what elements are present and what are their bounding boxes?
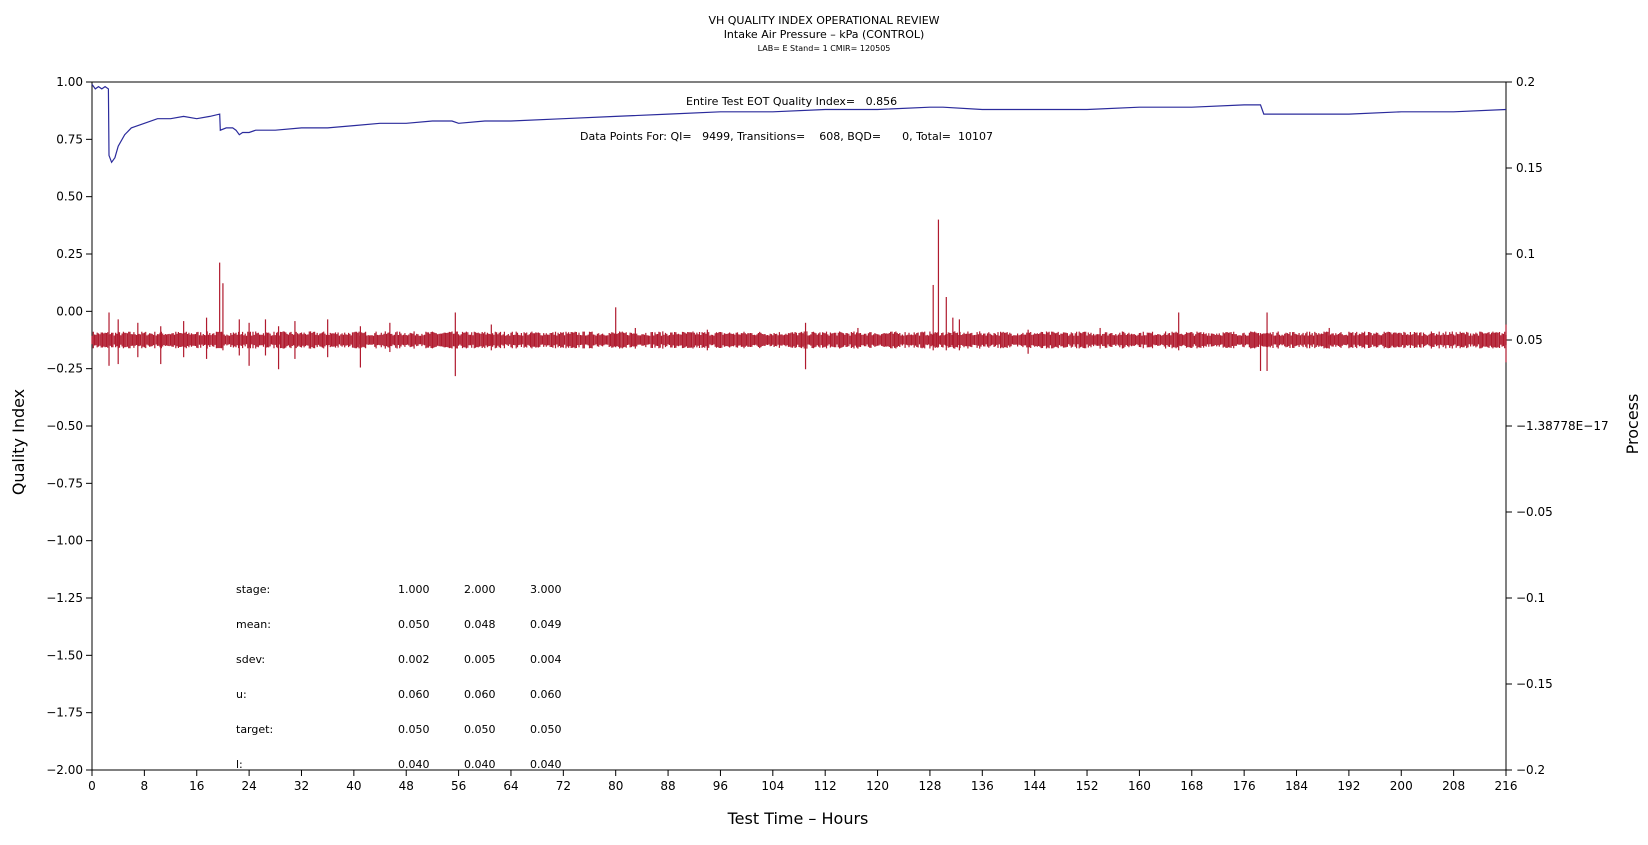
stats-value: 0.060	[464, 688, 496, 701]
x-tick-label: 80	[608, 779, 623, 793]
x-tick-label: 16	[189, 779, 204, 793]
x-tick-label: 160	[1128, 779, 1151, 793]
stats-value: 0.060	[530, 688, 562, 701]
y2-tick-label: 0.15	[1516, 161, 1543, 175]
y2-tick-label: −0.2	[1516, 763, 1545, 777]
y-tick-label: 0.25	[56, 247, 83, 261]
x-tick-label: 56	[451, 779, 466, 793]
x-tick-label: 32	[294, 779, 309, 793]
x-tick-label: 168	[1180, 779, 1203, 793]
x-axis-label: Test Time – Hours	[727, 809, 869, 828]
x-tick-label: 136	[971, 779, 994, 793]
stats-value: 1.000	[398, 583, 430, 596]
chart-title: VH QUALITY INDEX OPERATIONAL REVIEW	[708, 14, 939, 27]
stats-value: 0.050	[464, 723, 496, 736]
stats-value: 3.000	[530, 583, 562, 596]
x-tick-label: 112	[814, 779, 837, 793]
y-tick-label: −0.25	[46, 362, 83, 376]
x-tick-label: 184	[1285, 779, 1308, 793]
x-tick-label: 88	[660, 779, 675, 793]
y2-tick-label: −1.38778E−17	[1516, 419, 1609, 433]
stats-value: 0.040	[464, 758, 496, 771]
stats-row-label: u:	[236, 688, 247, 701]
process-series-band	[91, 331, 1507, 349]
stats-value: 0.050	[398, 723, 430, 736]
y2-tick-label: 0.1	[1516, 247, 1535, 261]
quality-index-annotation: Entire Test EOT Quality Index= 0.856	[686, 95, 897, 108]
stats-value: 0.060	[398, 688, 430, 701]
plot-frame	[91, 81, 1507, 771]
x-tick-label: 0	[88, 779, 96, 793]
y2-tick-label: −0.05	[1516, 505, 1553, 519]
x-tick-label: 216	[1495, 779, 1518, 793]
x-tick-label: 64	[503, 779, 518, 793]
quality-index-series	[91, 83, 1507, 164]
x-tick-label: 176	[1233, 779, 1256, 793]
x-tick-label: 152	[1076, 779, 1099, 793]
y-tick-label: 0.50	[56, 190, 83, 204]
x-tick-label: 200	[1390, 779, 1413, 793]
x-tick-label: 24	[241, 779, 256, 793]
chart-subtitle: Intake Air Pressure – kPa (CONTROL)	[724, 28, 925, 41]
stats-value: 0.050	[398, 618, 430, 631]
y2-axis-label: Process	[1623, 394, 1642, 455]
y2-tick-label: −0.15	[1516, 677, 1553, 691]
stats-value: 0.040	[398, 758, 430, 771]
y2-tick-label: −0.1	[1516, 591, 1545, 605]
y-tick-label: −1.75	[46, 706, 83, 720]
stats-value: 0.002	[398, 653, 430, 666]
stats-value: 0.040	[530, 758, 562, 771]
x-tick-label: 144	[1023, 779, 1046, 793]
x-tick-label: 48	[399, 779, 414, 793]
stats-row-label: sdev:	[236, 653, 265, 666]
y-tick-label: −1.50	[46, 648, 83, 662]
stats-value: 0.005	[464, 653, 496, 666]
y-tick-label: −0.50	[46, 419, 83, 433]
x-tick-label: 192	[1337, 779, 1360, 793]
stats-value: 2.000	[464, 583, 496, 596]
y-tick-label: −1.00	[46, 534, 83, 548]
y-tick-label: 0.75	[56, 132, 83, 146]
stats-row-label: target:	[236, 723, 273, 736]
y2-tick-label: 0.05	[1516, 333, 1543, 347]
stats-row-label: l:	[236, 758, 243, 771]
x-tick-label: 104	[761, 779, 784, 793]
y-axis-label: Quality Index	[9, 389, 28, 495]
stats-row-label: mean:	[236, 618, 271, 631]
y-tick-label: −1.25	[46, 591, 83, 605]
stats-value: 0.049	[530, 618, 562, 631]
y-tick-label: 1.00	[56, 75, 83, 89]
stats-value: 0.050	[530, 723, 562, 736]
x-tick-label: 8	[141, 779, 149, 793]
chart-subsubtitle: LAB= E Stand= 1 CMIR= 120505	[758, 44, 891, 53]
data-points-annotation: Data Points For: QI= 9499, Transitions= …	[580, 130, 993, 143]
x-tick-label: 128	[918, 779, 941, 793]
x-tick-label: 72	[556, 779, 571, 793]
x-tick-label: 208	[1442, 779, 1465, 793]
stats-value: 0.004	[530, 653, 562, 666]
y-tick-label: −0.75	[46, 476, 83, 490]
stats-value: 0.048	[464, 618, 496, 631]
x-tick-label: 96	[713, 779, 728, 793]
y-tick-label: −2.00	[46, 763, 83, 777]
y2-tick-label: 0.2	[1516, 75, 1535, 89]
x-tick-label: 120	[866, 779, 889, 793]
x-tick-label: 40	[346, 779, 361, 793]
stats-row-label: stage:	[236, 583, 270, 596]
y-tick-label: 0.00	[56, 304, 83, 318]
